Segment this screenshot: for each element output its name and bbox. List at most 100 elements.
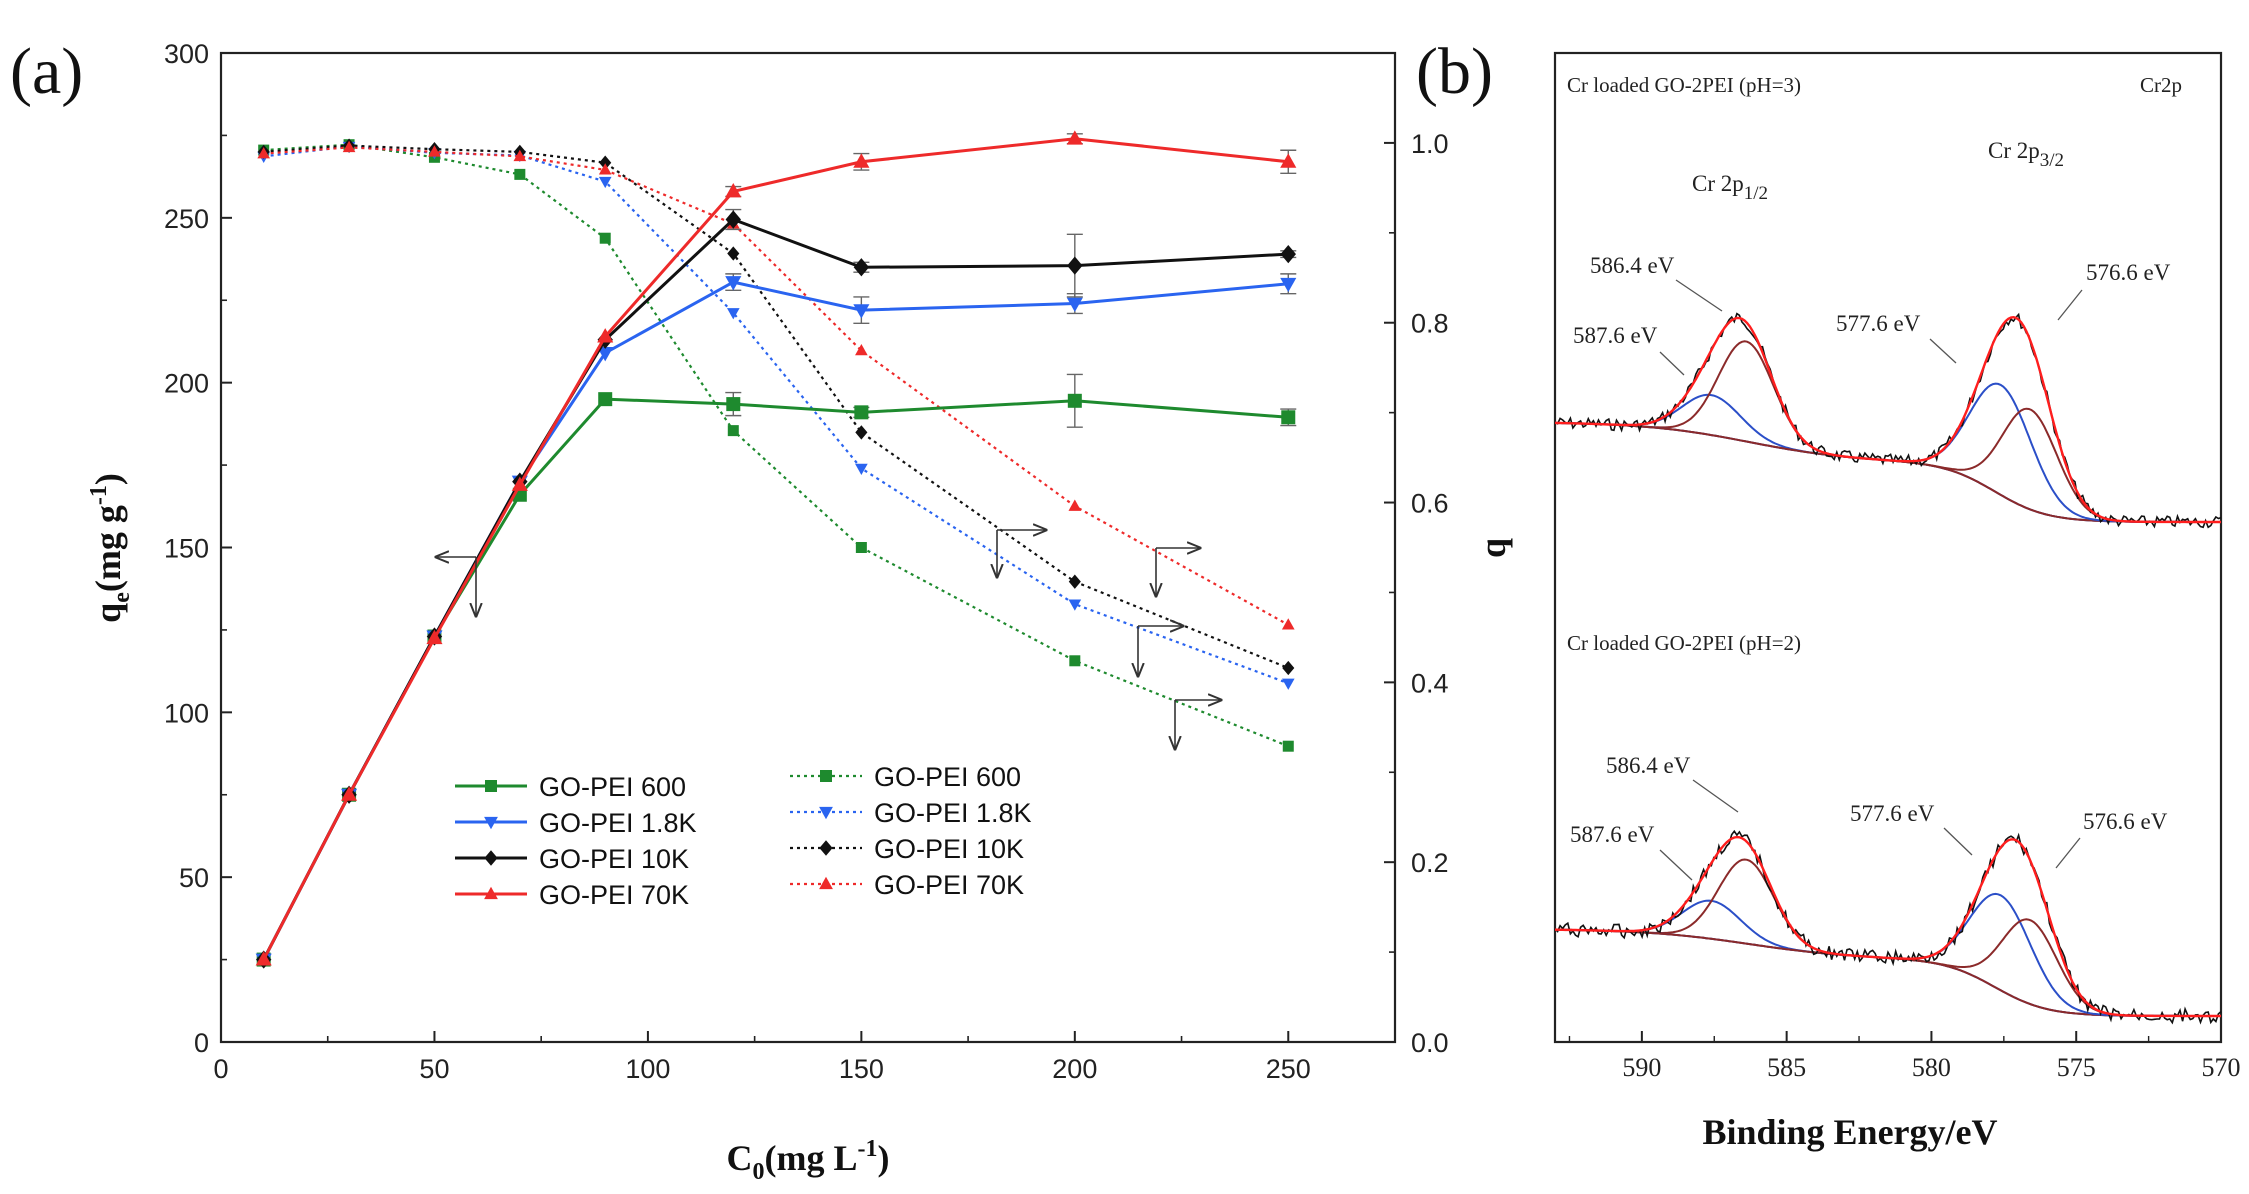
xps-component-peak [1554, 382, 2221, 523]
x-tick-label: 250 [1266, 1054, 1311, 1084]
xps-spectrum-title: Cr loaded GO-2PEI (pH=2) [1567, 631, 1801, 655]
panel-a-label: (a) [10, 35, 83, 108]
peak-pointer-lines [1659, 779, 2081, 881]
y-tick-label: 150 [164, 534, 209, 564]
peak-assignment: Cr 2p3/2 [1988, 138, 2064, 171]
panel-b-label: (b) [1416, 35, 1493, 108]
series-line [262, 217, 1289, 961]
pointer-line [1659, 849, 1693, 881]
data-point [1281, 678, 1295, 690]
legend: GO-PEI 600 GO-PEI 1.8K GO-PEI 10K GO-PEI 70… [455, 762, 1032, 910]
legend-label: GO-PEI 10K [539, 844, 689, 874]
legend-item: GO-PEI 600 [455, 772, 686, 802]
data-point [727, 246, 740, 261]
y-axis-ticks: 0 50 100 150 200 250 300 [164, 39, 232, 1058]
data-point [820, 770, 832, 782]
data-point [484, 886, 498, 900]
xps-component-peak [1555, 858, 2221, 1017]
xps-component-peak [1555, 918, 2221, 1017]
xps-x-tick-label: 585 [1767, 1053, 1806, 1082]
legend-item: GO-PEI 10K [790, 834, 1024, 864]
y-tick-label: 100 [164, 698, 209, 728]
data-point [1281, 618, 1295, 630]
series-dotted-go-pei-70k [257, 140, 1295, 630]
xps-raw-spectrum [1554, 312, 2222, 529]
data-point [1068, 499, 1082, 511]
y2-tick-label: 0.0 [1411, 1028, 1449, 1058]
data-point [1067, 393, 1082, 408]
series-dotted-go-pei-1-8k [257, 141, 1295, 690]
data-point [854, 405, 869, 420]
x-tick-label: 0 [213, 1054, 228, 1084]
data-point [484, 850, 498, 866]
axis-indicator-arrows [436, 530, 1221, 749]
peak-label: 587.6 eV [1573, 323, 1658, 348]
y2-tick-label: 0.6 [1411, 489, 1449, 519]
pointer-line [1659, 351, 1685, 376]
y-tick-label: 200 [164, 369, 209, 399]
peak-label: 577.6 eV [1850, 801, 1935, 826]
data-point [597, 328, 614, 343]
y-tick-label: 300 [164, 39, 209, 69]
series-line [262, 280, 1289, 961]
xps-x-axis-title: Binding Energy/eV [1702, 1112, 1997, 1152]
xps-x-tick-label: 580 [1912, 1053, 1951, 1082]
panel-b: (b) 590 585 580 575 570 Binding Energy/eV Cr… [1416, 35, 2241, 1152]
legend-item: GO-PEI 1.8K [455, 808, 697, 838]
legend-label: GO-PEI 10K [874, 834, 1024, 864]
data-point [855, 425, 868, 440]
plot-a-frame [219, 51, 1397, 1044]
y2-tick-label: 0.8 [1411, 309, 1449, 339]
y-tick-label: 250 [164, 204, 209, 234]
data-point [726, 308, 740, 320]
peak-label: 586.4 eV [1606, 753, 1691, 778]
x-axis-ticks: 0 50 100 150 200 250 [213, 1031, 1311, 1084]
y2-tick-label: 0.4 [1411, 668, 1449, 698]
xps-x-tick-label: 590 [1622, 1053, 1661, 1082]
data-point [853, 258, 870, 277]
legend-label: GO-PEI 70K [539, 880, 689, 910]
data-point [1069, 655, 1081, 667]
data-point [598, 176, 612, 189]
data-point [1282, 740, 1294, 752]
peak-label: 576.6 eV [2083, 809, 2168, 834]
y2-axis-ticks: 0.0 0.2 0.4 0.6 0.8 1.0 [1384, 52, 1449, 1058]
data-point [725, 183, 742, 198]
data-point [725, 276, 742, 291]
data-point [255, 951, 272, 966]
legend-item: GO-PEI 70K [455, 880, 689, 910]
data-point [853, 304, 870, 319]
plot-b-frame [1553, 51, 2223, 1044]
data-point [342, 140, 356, 153]
data-point [725, 210, 741, 229]
data-point [855, 463, 868, 475]
pointer-line [1943, 827, 1973, 856]
xps-curves [1554, 829, 2222, 1025]
series-solid-go-pei-1-8k [255, 273, 1297, 968]
data-point [1066, 130, 1083, 145]
pointer-line [2057, 289, 2083, 321]
peak-pointer-lines [1659, 279, 2083, 376]
data-point [597, 347, 614, 362]
legend-item: GO-PEI 1.8K [790, 798, 1032, 828]
legend-label: GO-PEI 600 [874, 762, 1021, 792]
xps-x-axis-ticks: 590 585 580 575 570 [1568, 1031, 2241, 1082]
x-tick-label: 100 [625, 1054, 670, 1084]
series-line [263, 144, 1289, 669]
data-point [484, 816, 498, 830]
legend-label: GO-PEI 1.8K [874, 798, 1032, 828]
pointer-line [2055, 837, 2081, 869]
data-point [1280, 244, 1296, 264]
data-point [341, 786, 358, 801]
data-point [514, 168, 526, 180]
series-line [263, 146, 1289, 626]
series-group [255, 130, 1297, 969]
xps-corner-label: Cr2p [2140, 73, 2182, 97]
legend-item: GO-PEI 70K [790, 870, 1024, 900]
xps-component-peak [1554, 340, 2221, 523]
series-solid-go-pei-600 [256, 373, 1297, 967]
data-point [511, 476, 528, 491]
x-tick-label: 150 [839, 1054, 884, 1084]
data-point [726, 397, 741, 412]
